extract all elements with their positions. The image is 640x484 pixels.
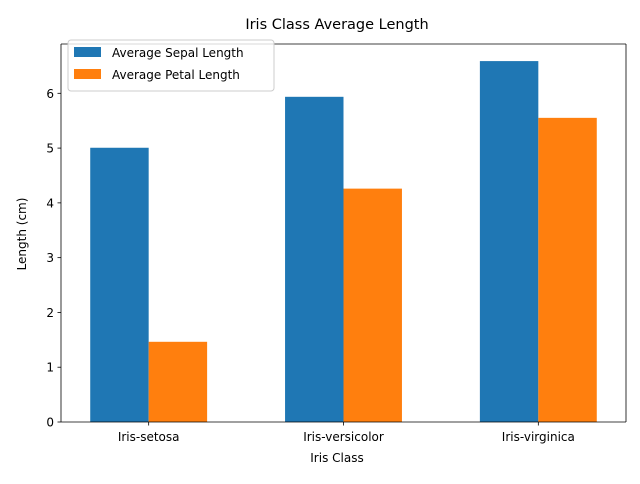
y-tick-label: 3 (46, 251, 54, 265)
bar-petal-2 (538, 117, 597, 422)
legend: Average Sepal Length Average Petal Length (67, 39, 275, 92)
bar-sepal-2 (479, 61, 539, 423)
chart-title: Iris Class Average Length (245, 17, 428, 33)
y-tick-label: 5 (46, 142, 54, 156)
x-axis-label: Iris Class (310, 451, 363, 465)
bar-sepal-1 (285, 96, 344, 423)
legend-label-petal: Average Petal Length (112, 68, 240, 82)
legend-swatch-sepal (74, 47, 101, 57)
bar-petal-1 (343, 188, 402, 422)
bar-sepal-0 (90, 147, 149, 423)
legend-box (67, 39, 275, 92)
y-tick-label: 0 (46, 416, 54, 430)
bars-layer (90, 61, 597, 423)
y-axis-label: Length (cm) (15, 198, 29, 271)
y-tick-label: 1 (46, 361, 54, 375)
y-tick-label: 4 (46, 196, 54, 210)
bar-petal-0 (148, 341, 208, 422)
legend-label-sepal: Average Sepal Length (112, 46, 244, 60)
y-tick-label: 2 (46, 306, 54, 320)
x-tick-label: Iris-versicolor (303, 430, 384, 444)
y-tick-label: 6 (46, 87, 54, 101)
x-tick-label: Iris-virginica (502, 430, 575, 444)
legend-swatch-petal (74, 69, 101, 79)
x-tick-label: Iris-setosa (118, 430, 180, 444)
